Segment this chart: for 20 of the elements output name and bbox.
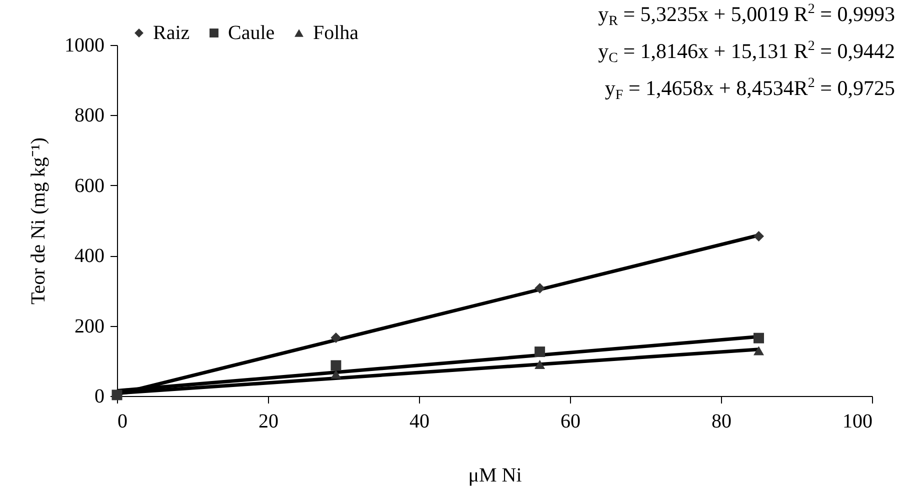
annotation: y$_{F}$ = 1,4658x + 8,4534R$^{2}$ = 0,9725 <box>604 76 895 104</box>
y-axis-title: Teor de Ni (mg kg⁻¹) <box>28 137 50 305</box>
text: y$_{R}$ = 5,3235x + 5,0019 R$^{2}$ = 0,9993 <box>598 2 895 30</box>
x-tick-label: 80 <box>712 410 732 432</box>
x-tick-label: 60 <box>560 410 580 432</box>
y-tick-label: 600 <box>74 174 104 197</box>
y-tick-label: 1000 <box>64 34 104 56</box>
x-tick-label: 0 <box>118 410 128 432</box>
legend-label: Caule <box>228 22 275 44</box>
x-axis-title: μM Ni <box>468 464 522 486</box>
y-tick-label: 200 <box>74 315 104 338</box>
y-tick-label: 800 <box>74 104 104 127</box>
y-tick-label: 400 <box>74 245 104 268</box>
x-tick-label: 40 <box>410 410 430 432</box>
legend-label: Folha <box>313 22 359 44</box>
legend-label: Raiz <box>153 22 190 44</box>
y-tick-label: 0 <box>94 386 104 408</box>
annotation: y$_{C}$ = 1,8146x + 15,131 R$^{2}$ = 0,9442 <box>598 39 895 67</box>
x-tick-label: 100 <box>842 410 872 432</box>
x-tick-label: 20 <box>258 410 278 432</box>
